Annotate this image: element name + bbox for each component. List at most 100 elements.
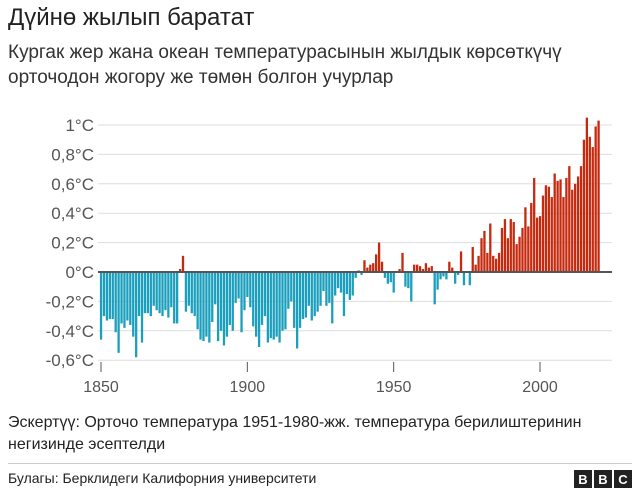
bar-2015 <box>582 139 586 272</box>
bar-1910 <box>275 272 278 337</box>
bar-1891 <box>219 272 223 331</box>
bar-1902 <box>252 272 255 327</box>
bar-1887 <box>208 272 211 343</box>
bar-1931 <box>336 272 340 289</box>
y-tick-label: 0,4°C <box>51 204 94 223</box>
bar-2014 <box>579 166 583 272</box>
bar-1960 <box>421 269 425 272</box>
y-tick-label: -0,6°C <box>46 351 94 370</box>
bar-1991 <box>512 222 515 272</box>
bar-1880 <box>187 272 190 306</box>
bar-2009 <box>565 177 568 272</box>
bar-2011 <box>571 189 574 272</box>
bar-1892 <box>222 272 226 346</box>
bar-1985 <box>495 258 498 272</box>
x-tick-label: 1900 <box>230 379 266 396</box>
bar-1947 <box>383 272 387 278</box>
bar-1904 <box>257 272 261 347</box>
bar-1925 <box>319 272 322 306</box>
bar-1922 <box>310 272 313 321</box>
bar-1979 <box>477 255 480 272</box>
bar-1958 <box>415 264 419 272</box>
chart-subtitle: Кургак жер жана океан температурасынын ж… <box>8 42 562 88</box>
bar-1920 <box>304 272 308 318</box>
bar-1850 <box>99 272 103 340</box>
bar-1974 <box>462 272 466 286</box>
bar-1895 <box>231 272 234 331</box>
bar-1914 <box>287 272 290 309</box>
bar-2006 <box>556 180 559 272</box>
bar-1984 <box>492 255 495 272</box>
bar-1939 <box>360 272 363 275</box>
bar-1917 <box>295 272 299 349</box>
bar-1915 <box>290 272 293 302</box>
bar-1886 <box>205 272 208 337</box>
bar-2007 <box>559 179 562 272</box>
bar-1928 <box>328 272 331 303</box>
bar-1874 <box>170 272 173 308</box>
chart-title: Дүйнө жылып баратат <box>8 4 255 31</box>
bar-1934 <box>345 272 349 295</box>
bar-1953 <box>401 252 404 272</box>
bar-1876 <box>175 272 179 324</box>
bar-1852 <box>105 272 109 321</box>
bar-1868 <box>152 272 155 306</box>
bar-1969 <box>448 261 451 272</box>
bar-2020 <box>597 120 600 272</box>
bar-1853 <box>108 272 111 320</box>
bar-1898 <box>240 272 243 333</box>
bar-1970 <box>451 267 454 272</box>
bar-1957 <box>413 264 416 272</box>
bar-1856 <box>117 272 120 353</box>
y-tick-label: 1°C <box>65 116 94 135</box>
bar-1959 <box>418 266 422 272</box>
bar-1913 <box>284 272 287 330</box>
bar-1873 <box>167 272 170 318</box>
bar-1882 <box>193 272 196 317</box>
y-tick-label: 0,6°C <box>51 175 94 194</box>
bar-2005 <box>553 173 556 272</box>
bar-1875 <box>173 272 176 324</box>
bar-1954 <box>404 272 407 287</box>
bar-2017 <box>588 136 591 272</box>
bar-1884 <box>199 272 202 340</box>
bar-1879 <box>184 272 188 312</box>
bar-1999 <box>535 217 539 272</box>
bar-1965 <box>436 272 439 290</box>
bar-2018 <box>591 147 594 272</box>
bar-1987 <box>500 227 504 272</box>
bar-1930 <box>334 272 337 296</box>
bar-1869 <box>155 272 158 311</box>
bar-1935 <box>348 272 351 300</box>
bar-1867 <box>149 272 152 317</box>
y-tick-label: 0°C <box>65 263 94 282</box>
bar-1889 <box>214 272 217 305</box>
bar-1858 <box>123 272 126 328</box>
bar-1963 <box>430 266 433 272</box>
bar-1854 <box>111 272 114 320</box>
bar-1861 <box>132 272 135 337</box>
bar-1956 <box>410 272 413 302</box>
bar-1968 <box>445 272 448 280</box>
bar-2008 <box>562 197 565 272</box>
divider <box>8 463 632 464</box>
bar-1943 <box>372 263 375 272</box>
bar-1997 <box>530 202 533 272</box>
bar-1903 <box>255 272 258 337</box>
bar-1860 <box>129 272 132 325</box>
bar-1864 <box>140 272 144 343</box>
bar-1995 <box>524 207 527 272</box>
bar-1878 <box>181 255 185 272</box>
bar-1885 <box>202 272 205 342</box>
bar-1983 <box>489 223 492 272</box>
bar-1896 <box>234 272 237 303</box>
bar-1907 <box>266 272 270 343</box>
bar-1932 <box>339 272 343 293</box>
bar-1962 <box>427 267 430 272</box>
source-text: Булагы: Берклидеги Калифорния университе… <box>8 470 317 486</box>
bar-1908 <box>269 272 272 339</box>
bar-1992 <box>515 244 518 272</box>
bar-1950 <box>392 272 395 293</box>
bar-1921 <box>307 272 310 306</box>
y-tick-label: 0,8°C <box>51 145 94 164</box>
